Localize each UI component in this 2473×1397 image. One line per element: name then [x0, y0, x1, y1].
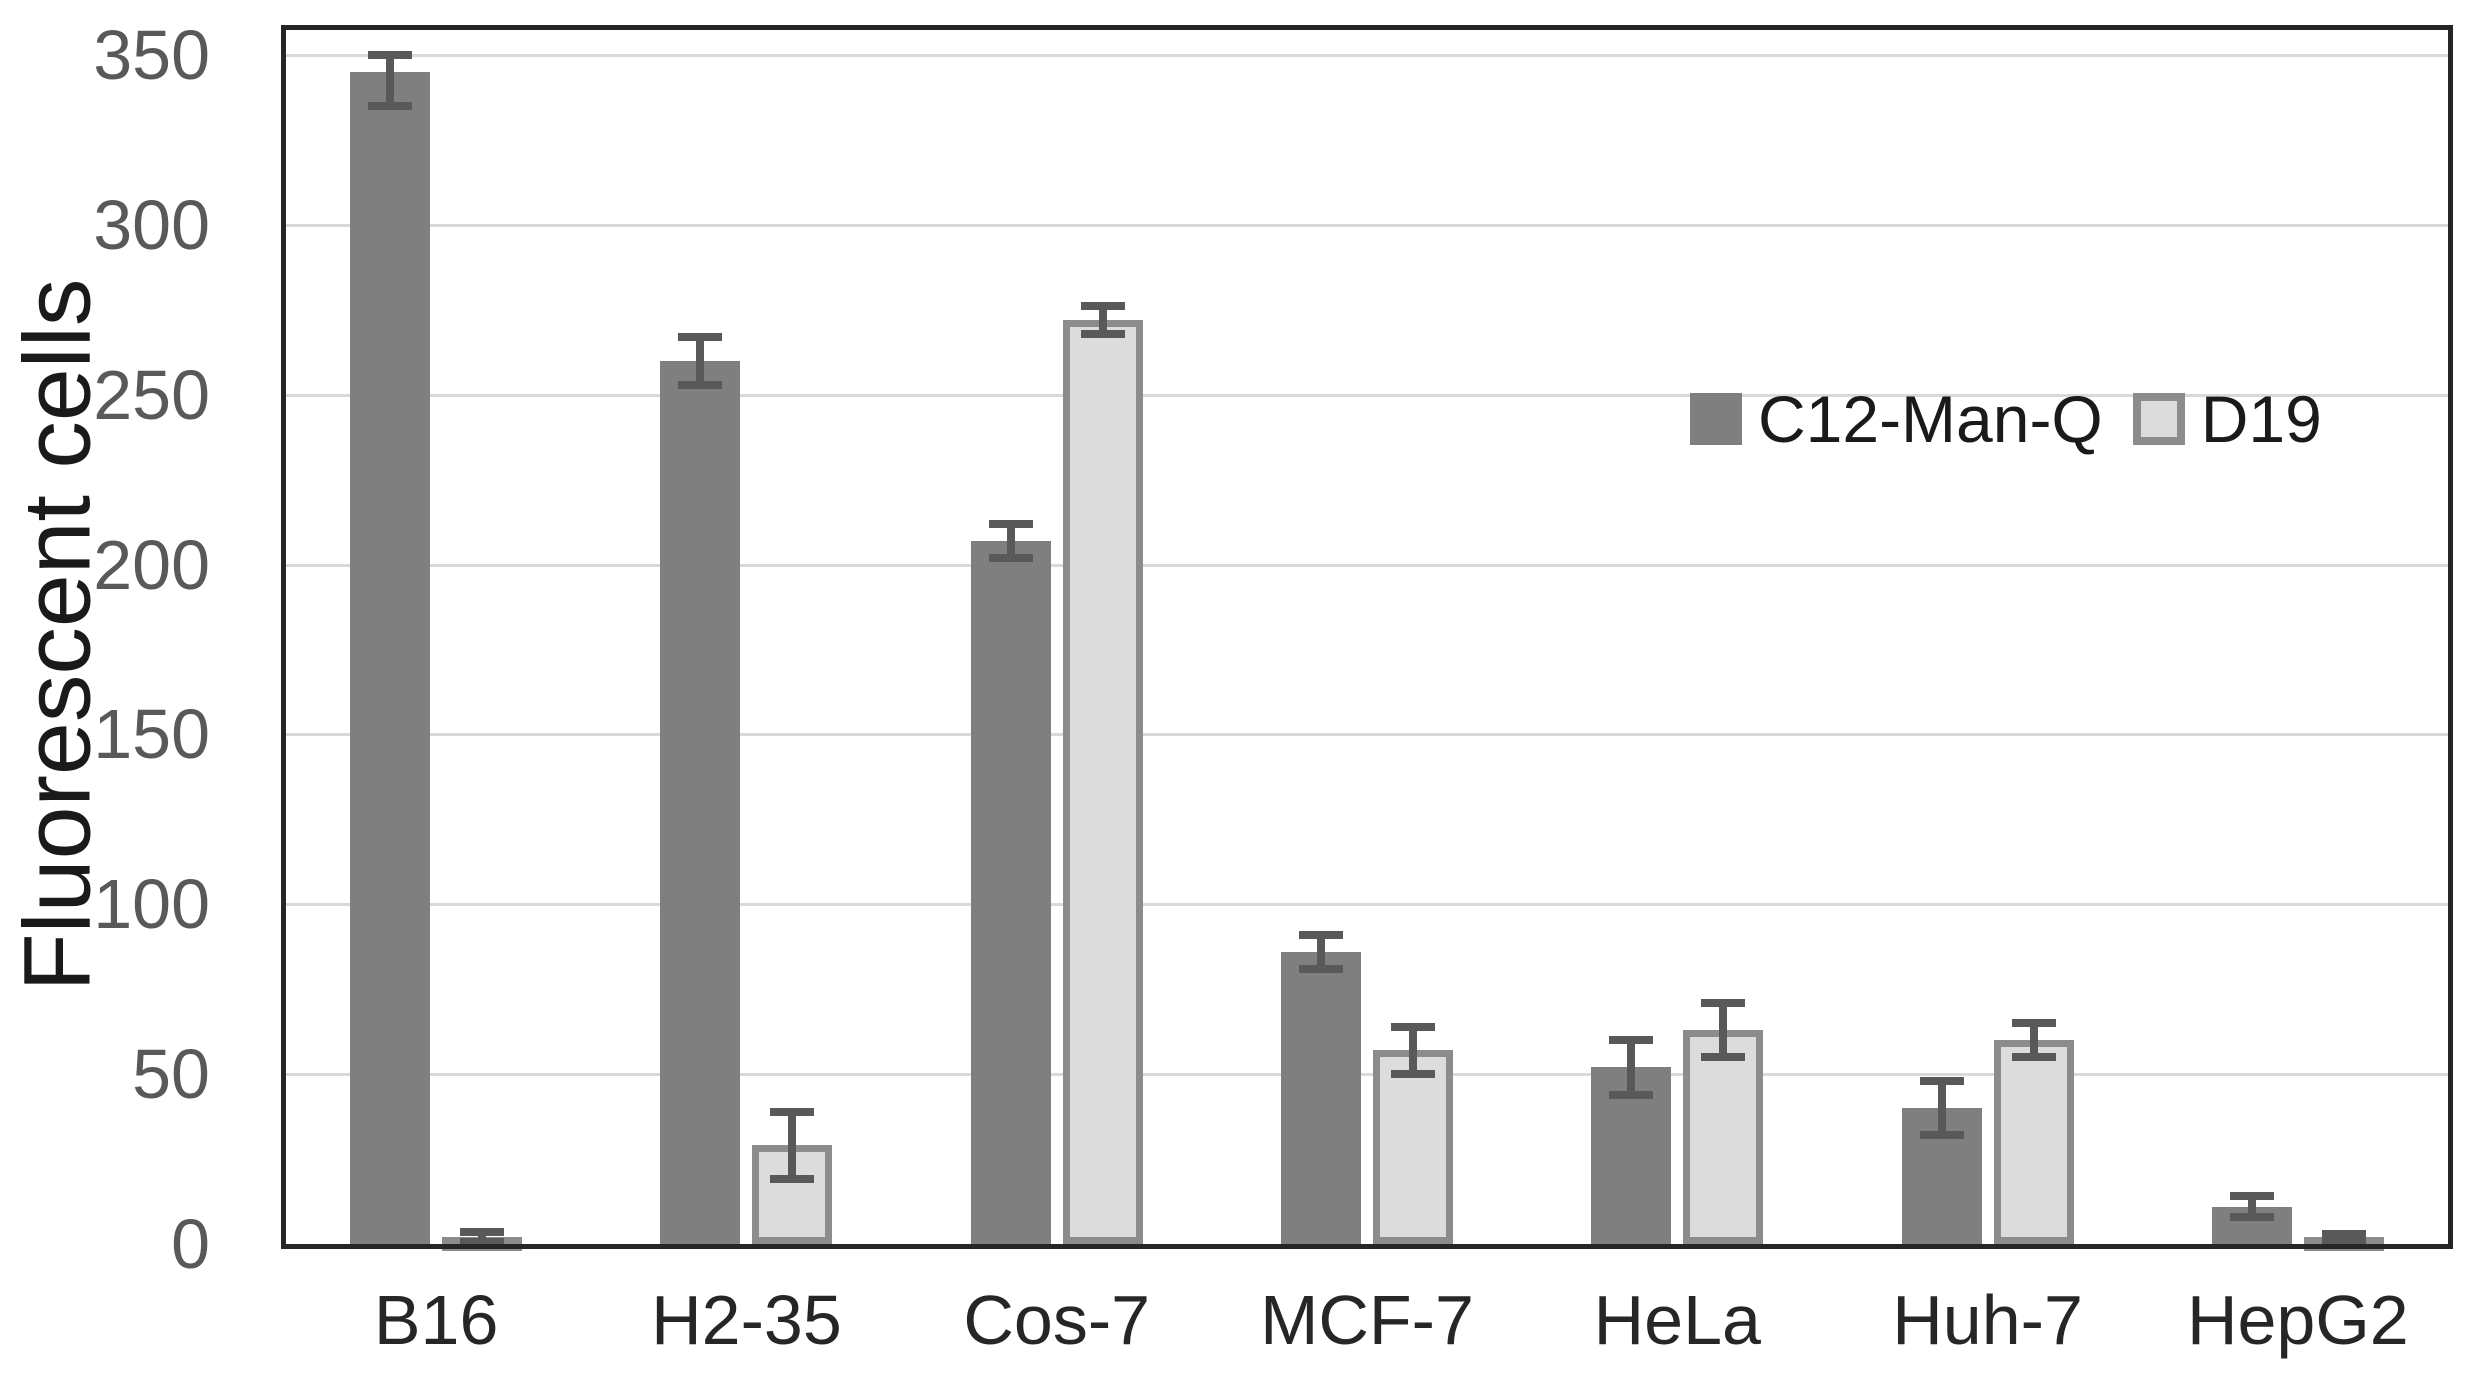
legend: C12-Man-Q D19	[1690, 386, 2322, 452]
error-bar-cap-high-C12-Man-Q-B16	[368, 51, 413, 59]
error-bar-line-C12-Man-Q-B16	[386, 55, 395, 106]
x-tick-label-H2-35: H2-35	[651, 1281, 842, 1359]
error-bar-line-D19-MCF-7	[1409, 1026, 1417, 1075]
x-tick-label-Huh-7: Huh-7	[1892, 1281, 2083, 1359]
error-bar-cap-low-C12-Man-Q-Cos-7	[988, 553, 1033, 562]
y-tick-label-250: 250	[93, 355, 210, 434]
error-bar-cap-low-D19-MCF-7	[1391, 1070, 1435, 1079]
x-tick-label-HepG2: HepG2	[2186, 1281, 2409, 1359]
bar-C12-Man-Q-MCF-7	[1281, 951, 1361, 1244]
error-bar-cap-low-C12-Man-Q-MCF-7	[1299, 964, 1343, 973]
bar-D19-MCF-7	[1373, 1050, 1453, 1244]
y-tick-label-0: 0	[171, 1205, 210, 1283]
legend-label-c12-man-q: C12-Man-Q	[1758, 382, 2103, 456]
gridline-350	[281, 54, 2453, 57]
error-bar-cap-low-C12-Man-Q-H2-35	[678, 380, 723, 389]
error-bar-cap-high-C12-Man-Q-MCF-7	[1299, 930, 1343, 939]
bar-C12-Man-Q-B16	[350, 71, 431, 1244]
error-bar-line-D19-HeLa	[1719, 1002, 1728, 1058]
bar-D19-Cos-7	[1062, 319, 1143, 1244]
error-bar-cap-high-C12-Man-Q-Cos-7	[988, 519, 1033, 528]
error-bar-cap-high-D19-Huh-7	[2011, 1019, 2056, 1028]
error-bar-cap-high-C12-Man-Q-Huh-7	[1919, 1076, 1964, 1085]
gridline-50	[281, 1073, 2453, 1077]
error-bar-line-C12-Man-Q-Cos-7	[1006, 523, 1015, 558]
error-bar-line-C12-Man-Q-HeLa	[1627, 1040, 1636, 1095]
bar-C12-Man-Q-Cos-7	[970, 540, 1051, 1244]
error-bar-cap-high-D19-HeLa	[1701, 998, 1746, 1007]
error-bar-cap-low-C12-Man-Q-HepG2	[2229, 1212, 2274, 1221]
y-tick-label-350: 350	[93, 16, 210, 94]
error-bar-line-D19-Huh-7	[2029, 1023, 2038, 1058]
error-bar-cap-high-D19-H2-35	[770, 1107, 815, 1116]
x-tick-label-B16: B16	[373, 1281, 499, 1359]
error-bar-line-D19-Cos-7	[1098, 306, 1107, 334]
error-bar-cap-low-C12-Man-Q-B16	[368, 101, 413, 110]
error-bar-line-C12-Man-Q-H2-35	[696, 336, 705, 385]
gridline-300	[281, 223, 2453, 227]
error-bar-cap-high-D19-MCF-7	[1391, 1022, 1435, 1031]
x-tick-label-MCF-7: MCF-7	[1260, 1281, 1474, 1359]
gridline-250	[281, 393, 2453, 397]
error-bar-cap-high-D19-Cos-7	[1080, 302, 1125, 311]
bar-D19-HeLa	[1683, 1029, 1764, 1244]
error-bar-cap-low-D19-Huh-7	[2011, 1053, 2056, 1062]
error-bar-cap-high-C12-Man-Q-HeLa	[1609, 1036, 1654, 1045]
error-bar-cap-low-D19-HeLa	[1701, 1053, 1746, 1062]
legend-swatch-d19	[2132, 393, 2185, 445]
error-bar-cap-low-D19-B16	[460, 1238, 505, 1247]
error-bar-cap-low-D19-H2-35	[770, 1175, 815, 1184]
bar-C12-Man-Q-H2-35	[660, 360, 741, 1244]
gridline-150	[281, 733, 2453, 737]
error-bar-cap-low-C12-Man-Q-Huh-7	[1919, 1131, 1964, 1140]
error-bar-cap-low-C12-Man-Q-HeLa	[1609, 1090, 1654, 1099]
error-bar-cap-low-D19-Cos-7	[1080, 329, 1125, 338]
error-bar-line-D19-B16	[478, 1232, 487, 1243]
error-bar-cap-high-D19-HepG2	[2321, 1229, 2366, 1238]
error-bar-cap-high-C12-Man-Q-HepG2	[2229, 1192, 2274, 1201]
error-bar-line-C12-Man-Q-HepG2	[2247, 1196, 2256, 1217]
gridline-200	[281, 563, 2453, 567]
bar-D19-Huh-7	[1993, 1040, 2074, 1244]
y-tick-label-100: 100	[93, 865, 210, 944]
gridline-100	[281, 903, 2453, 907]
error-bar-cap-high-D19-B16	[460, 1228, 505, 1237]
y-tick-label-50: 50	[132, 1035, 210, 1114]
error-bar-cap-low-D19-HepG2	[2321, 1236, 2366, 1245]
plot-area-border	[281, 25, 2453, 1249]
y-tick-label-200: 200	[93, 525, 210, 604]
error-bar-line-C12-Man-Q-Huh-7	[1937, 1080, 1946, 1136]
y-tick-label-300: 300	[93, 185, 210, 264]
legend-label-d19: D19	[2200, 382, 2322, 456]
legend-swatch-c12-man-q	[1690, 393, 1742, 445]
y-tick-label-150: 150	[93, 695, 210, 774]
x-tick-label-HeLa: HeLa	[1593, 1281, 1761, 1359]
error-bar-line-D19-H2-35	[788, 1111, 797, 1180]
error-bar-line-C12-Man-Q-MCF-7	[1317, 934, 1325, 969]
x-tick-label-Cos-7: Cos-7	[963, 1281, 1151, 1359]
error-bar-cap-high-C12-Man-Q-H2-35	[678, 332, 723, 341]
